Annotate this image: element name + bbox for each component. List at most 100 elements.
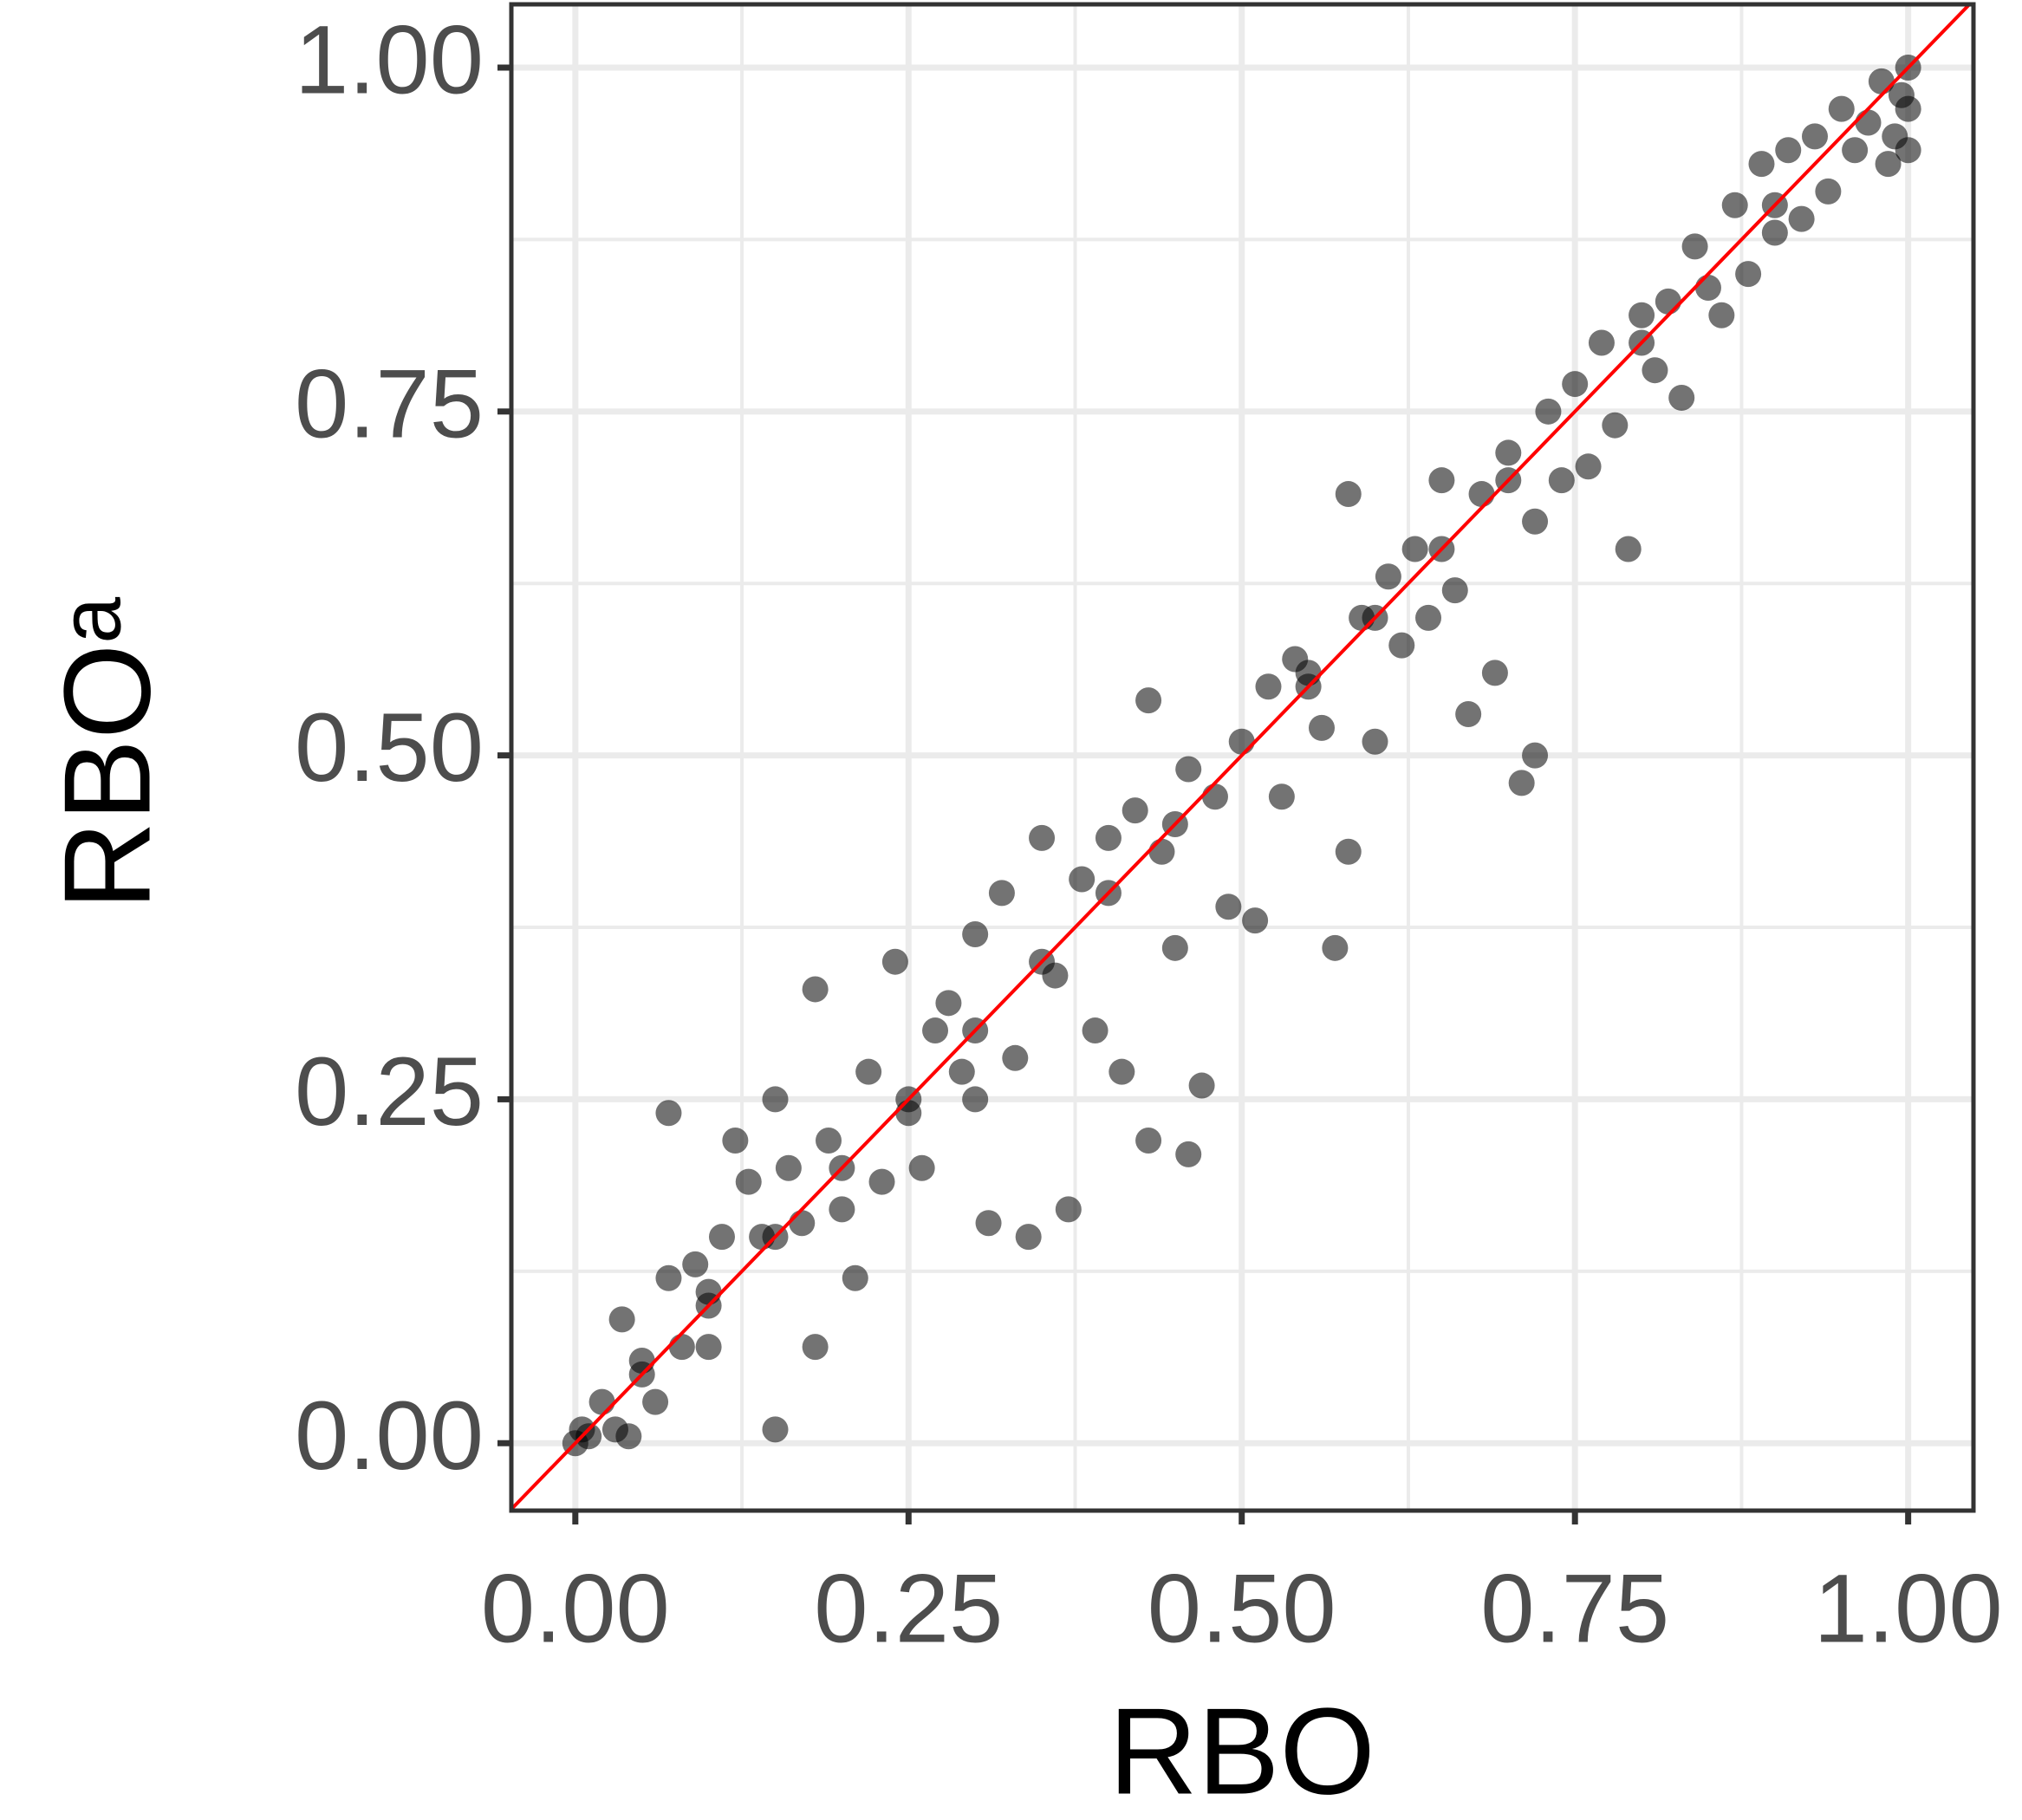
point (1362, 728, 1388, 755)
point (1069, 866, 1096, 893)
point (668, 1334, 695, 1361)
point (655, 1100, 682, 1127)
point (829, 1196, 855, 1223)
plot-area (511, 4, 1973, 1511)
point (722, 1128, 749, 1154)
point (655, 1264, 682, 1291)
point (1468, 481, 1495, 508)
point (1668, 384, 1695, 411)
point (1161, 934, 1188, 961)
point (1055, 1196, 1082, 1223)
point (1735, 261, 1762, 288)
point (1375, 563, 1401, 590)
point (1415, 604, 1442, 631)
point (802, 976, 829, 1003)
point (588, 1388, 615, 1415)
x-tick-label: 0.50 (1148, 1555, 1336, 1663)
point (1135, 687, 1162, 714)
point (1761, 219, 1788, 246)
point (1401, 536, 1428, 562)
point (1455, 701, 1482, 728)
point (855, 1058, 882, 1085)
point (1875, 151, 1902, 178)
point (948, 1058, 975, 1085)
point (1335, 481, 1362, 508)
point (1522, 508, 1549, 535)
point (1748, 151, 1775, 178)
point (1508, 770, 1535, 796)
point (762, 1086, 789, 1113)
point (816, 1128, 842, 1154)
point (1428, 467, 1455, 494)
point (1548, 467, 1575, 494)
point (1642, 357, 1668, 384)
point (1629, 302, 1655, 328)
point (1029, 824, 1056, 851)
point (735, 1168, 762, 1195)
y-tick-label: 0.50 (295, 693, 484, 802)
point (762, 1416, 789, 1443)
point (1175, 756, 1202, 783)
y-axis-title: RBOᵃ (39, 597, 177, 911)
point (1842, 137, 1869, 164)
point (962, 1086, 989, 1113)
point (1201, 783, 1228, 810)
point (1655, 288, 1681, 315)
point (1495, 439, 1522, 466)
point (1708, 302, 1735, 328)
point (1588, 329, 1615, 356)
x-tick-label: 0.00 (481, 1555, 670, 1663)
plot-border (509, 2, 1976, 1513)
point (935, 990, 962, 1017)
point (695, 1334, 722, 1361)
y-tick-label: 0.75 (295, 349, 484, 458)
point (682, 1251, 709, 1277)
point (1602, 412, 1629, 439)
point (1855, 109, 1882, 136)
point (1082, 1017, 1109, 1044)
point (1095, 824, 1122, 851)
point (1788, 205, 1815, 232)
point (1775, 137, 1802, 164)
point (1002, 1044, 1029, 1071)
point (881, 948, 908, 975)
point (868, 1168, 895, 1195)
x-tick-label: 0.25 (814, 1555, 1003, 1663)
point (1322, 934, 1349, 961)
point (1228, 728, 1255, 755)
point (775, 1154, 802, 1181)
point (1562, 371, 1589, 398)
y-tick-label: 1.00 (295, 6, 484, 114)
point (1255, 673, 1282, 700)
point (1575, 453, 1602, 480)
point (1335, 838, 1362, 865)
x-axis-title: RBO (1109, 1683, 1375, 1820)
point (988, 880, 1015, 907)
point (1694, 274, 1721, 301)
point (1522, 742, 1549, 769)
point (962, 920, 989, 947)
y-tick-label: 0.00 (295, 1381, 484, 1490)
point (1215, 894, 1242, 920)
point (1268, 783, 1295, 810)
point (789, 1210, 816, 1237)
point (1481, 660, 1508, 686)
point (1535, 398, 1562, 425)
point (1828, 95, 1855, 122)
point (1888, 81, 1915, 108)
point (1801, 123, 1828, 150)
point (1681, 233, 1708, 260)
point (975, 1210, 1002, 1237)
point (1815, 178, 1842, 205)
point (842, 1264, 868, 1291)
point (1721, 192, 1748, 218)
reference-line (511, 4, 1973, 1511)
point (1615, 536, 1642, 562)
point (1309, 714, 1336, 741)
point (1135, 1128, 1162, 1154)
x-tick-label: 0.75 (1480, 1555, 1669, 1663)
point (1188, 1072, 1215, 1099)
point (1109, 1058, 1135, 1085)
point (608, 1306, 635, 1333)
